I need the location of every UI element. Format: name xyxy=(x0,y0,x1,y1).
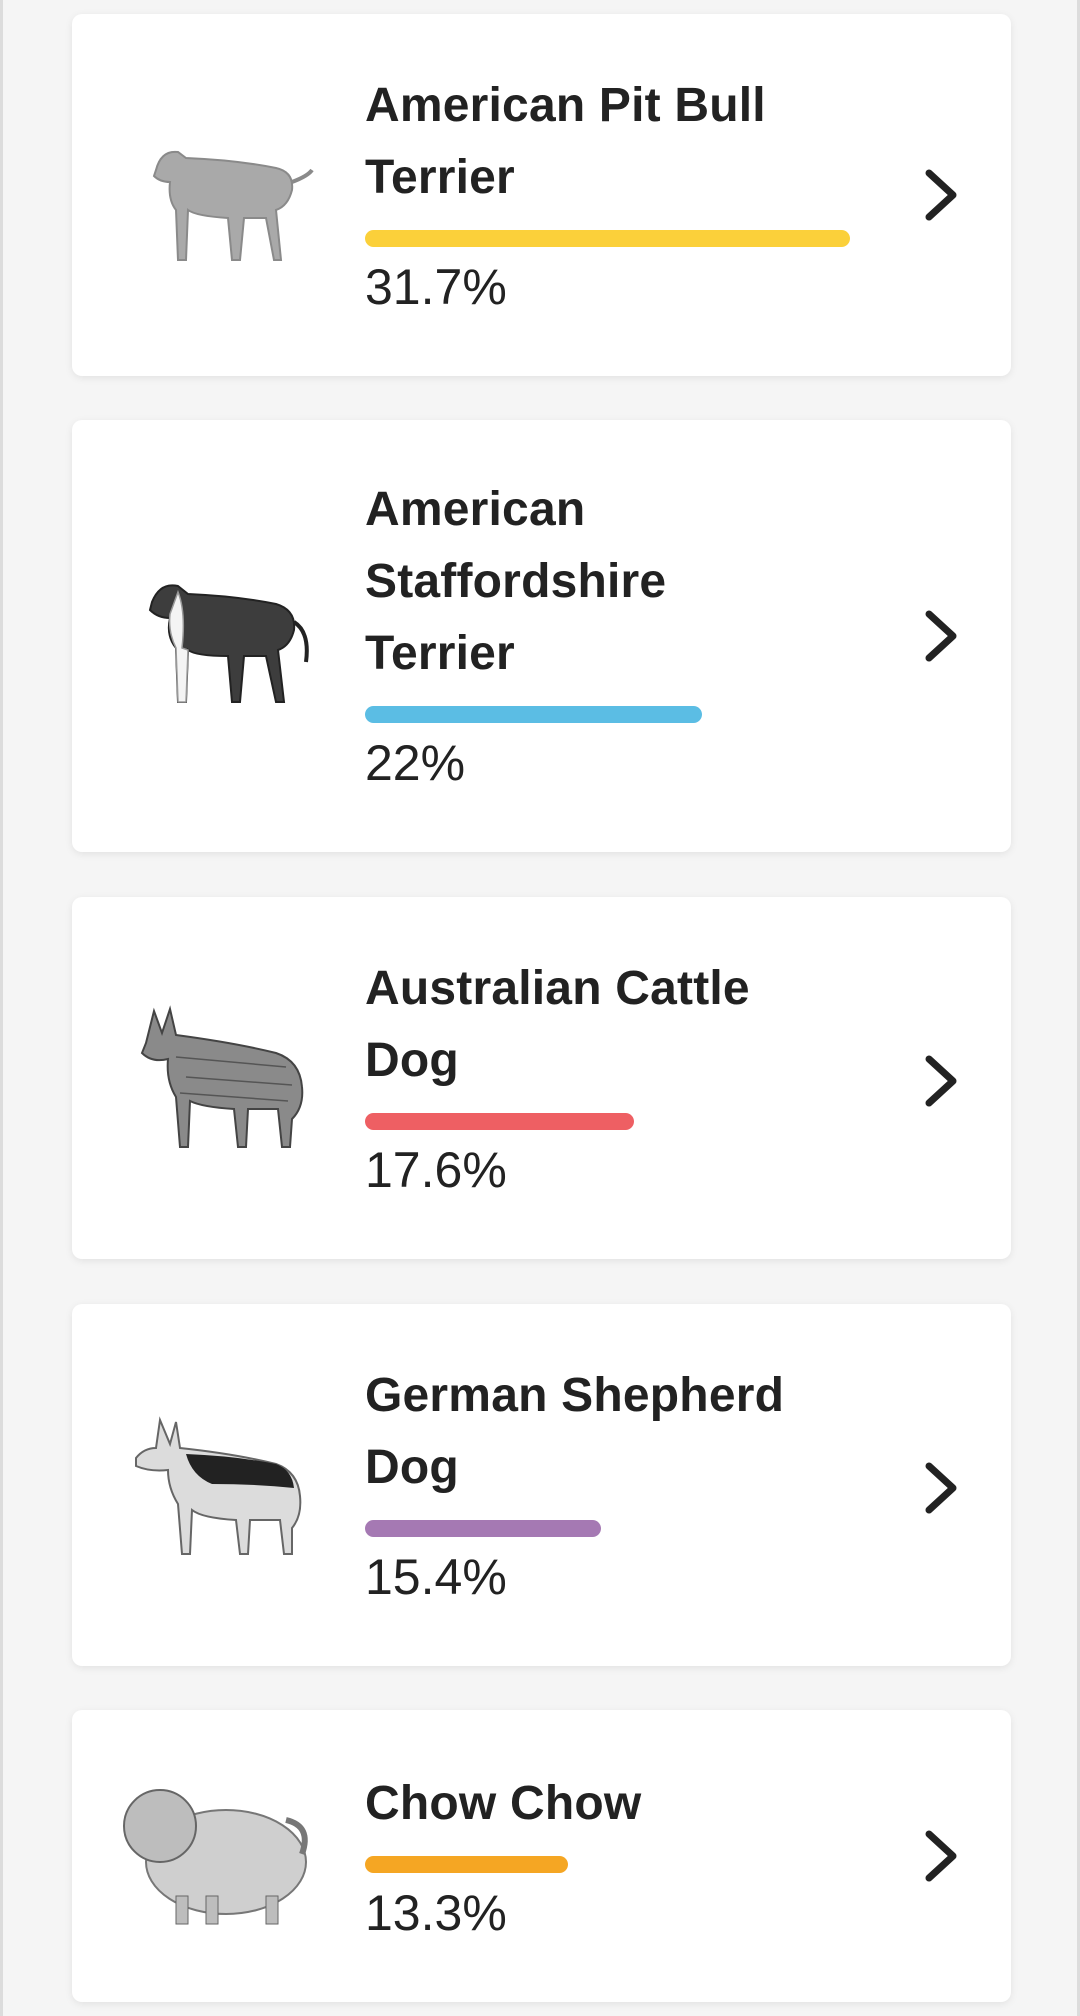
left-edge xyxy=(0,0,3,2016)
percentage-label: 22% xyxy=(365,735,466,791)
percentage-bar xyxy=(365,1113,634,1130)
breed-info: Australian Cattle Dog 17.6% xyxy=(365,953,885,1198)
breed-card-german-shepherd-dog[interactable]: German Shepherd Dog 15.4% xyxy=(72,1304,1011,1666)
breed-name-line: German Shepherd xyxy=(365,1369,785,1422)
chevron-right-icon[interactable] xyxy=(923,1462,959,1514)
percentage-label: 13.3% xyxy=(365,1885,507,1941)
german-shepherd-dog-icon xyxy=(116,1404,316,1574)
breed-list: American Pit Bull Terrier 31.7% American… xyxy=(3,0,1077,2016)
breed-name-line: Dog xyxy=(365,1441,459,1494)
breed-name: American Pit Bull Terrier xyxy=(365,70,885,214)
chevron-right-icon[interactable] xyxy=(923,1830,959,1882)
chevron-right-icon[interactable] xyxy=(923,1055,959,1107)
breed-card-american-staffordshire-terrier[interactable]: American Staffordshire Terrier 22% xyxy=(72,420,1011,852)
cattle-dog-icon xyxy=(116,997,316,1167)
breed-name: German Shepherd Dog xyxy=(365,1360,885,1504)
right-edge xyxy=(1077,0,1080,2016)
breed-name-line: Chow Chow xyxy=(365,1777,642,1830)
breed-card-chow-chow[interactable]: Chow Chow 13.3% xyxy=(72,1710,1011,2002)
breed-info: American Staffordshire Terrier 22% xyxy=(365,474,885,791)
breed-info: Chow Chow 13.3% xyxy=(365,1768,885,1941)
breed-name: Chow Chow xyxy=(365,1768,885,1840)
percentage-label: 15.4% xyxy=(365,1549,507,1605)
pit-bull-dog-icon xyxy=(116,110,316,280)
breed-card-australian-cattle-dog[interactable]: Australian Cattle Dog 17.6% xyxy=(72,897,1011,1259)
percentage-label: 17.6% xyxy=(365,1142,507,1198)
percentage-bar xyxy=(365,1520,601,1537)
breed-name-line: Terrier xyxy=(365,627,515,680)
chevron-right-icon[interactable] xyxy=(923,610,959,662)
breed-card-american-pit-bull-terrier[interactable]: American Pit Bull Terrier 31.7% xyxy=(72,14,1011,376)
percentage-bar xyxy=(365,230,850,247)
percentage-label: 31.7% xyxy=(365,259,507,315)
chevron-right-icon[interactable] xyxy=(923,169,959,221)
breed-name-line: Terrier xyxy=(365,151,515,204)
chow-chow-dog-icon xyxy=(116,1770,316,1940)
percentage-bar xyxy=(365,1856,568,1873)
breed-name-line: American xyxy=(365,483,586,536)
breed-info: German Shepherd Dog 15.4% xyxy=(365,1360,885,1605)
breed-name-line: American Pit Bull xyxy=(365,79,766,132)
staffordshire-dog-icon xyxy=(116,552,316,722)
breed-name: American Staffordshire Terrier xyxy=(365,474,885,690)
breed-info: American Pit Bull Terrier 31.7% xyxy=(365,70,885,315)
breed-name: Australian Cattle Dog xyxy=(365,953,885,1097)
breed-name-line: Dog xyxy=(365,1034,459,1087)
percentage-bar xyxy=(365,706,702,723)
breed-name-line: Australian Cattle xyxy=(365,962,750,1015)
breed-name-line: Staffordshire xyxy=(365,555,667,608)
